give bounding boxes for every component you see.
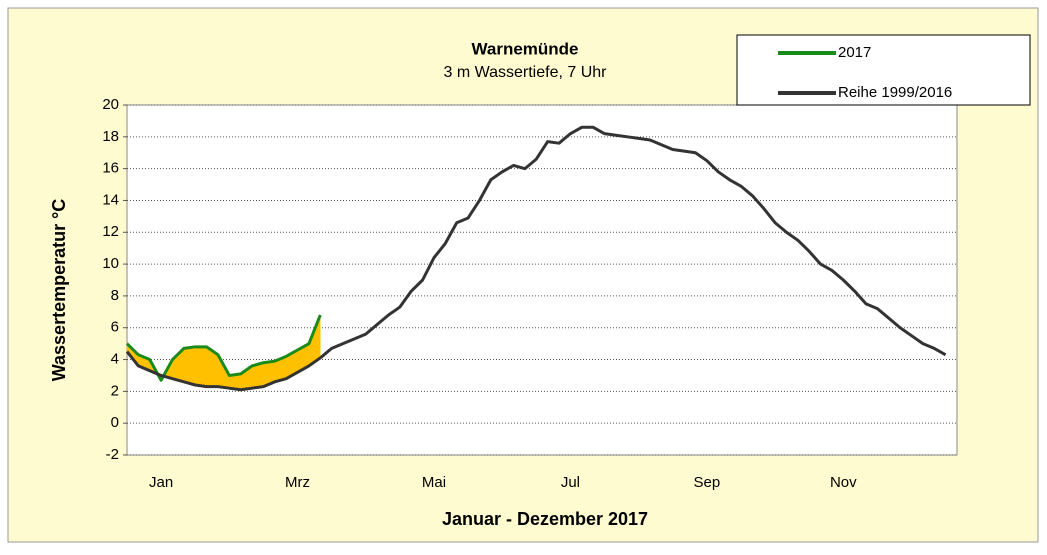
y-tick-label: 20 xyxy=(102,96,119,113)
y-tick-label: 0 xyxy=(111,414,119,431)
x-tick-label: Nov xyxy=(830,474,857,491)
x-tick-label: Sep xyxy=(694,474,721,491)
x-tick-label: Mrz xyxy=(285,474,310,491)
difference-area xyxy=(183,346,196,386)
y-tick-label: 2 xyxy=(111,382,119,399)
plot-area xyxy=(126,104,958,456)
y-tick-label: 4 xyxy=(111,351,119,368)
line-series xyxy=(125,125,947,392)
x-axis-label: Januar - Dezember 2017 xyxy=(442,509,648,529)
legend-label: 2017 xyxy=(838,44,871,61)
y-tick-label: 12 xyxy=(102,223,119,240)
y-tick-label: 18 xyxy=(102,128,119,145)
y-tick-label: 10 xyxy=(102,255,119,272)
x-tick-label: Jan xyxy=(149,474,173,491)
y-tick-label: 14 xyxy=(102,191,119,208)
y-tick-label: -2 xyxy=(106,446,119,463)
y-tick-label: 16 xyxy=(102,160,119,177)
legend-label: Reihe 1999/2016 xyxy=(838,84,952,101)
x-tick-label: Jul xyxy=(561,474,580,491)
chart-title: Warnemünde xyxy=(471,39,578,58)
x-tick-label: Mai xyxy=(422,474,446,491)
line-series xyxy=(125,314,322,382)
y-tick-label: 6 xyxy=(111,319,119,336)
chart-subtitle: 3 m Wassertiefe, 7 Uhr xyxy=(443,64,607,81)
y-tick-label: 8 xyxy=(111,287,119,304)
difference-area xyxy=(194,346,207,387)
y-axis-label: Wassertemperatur °C xyxy=(49,199,69,382)
